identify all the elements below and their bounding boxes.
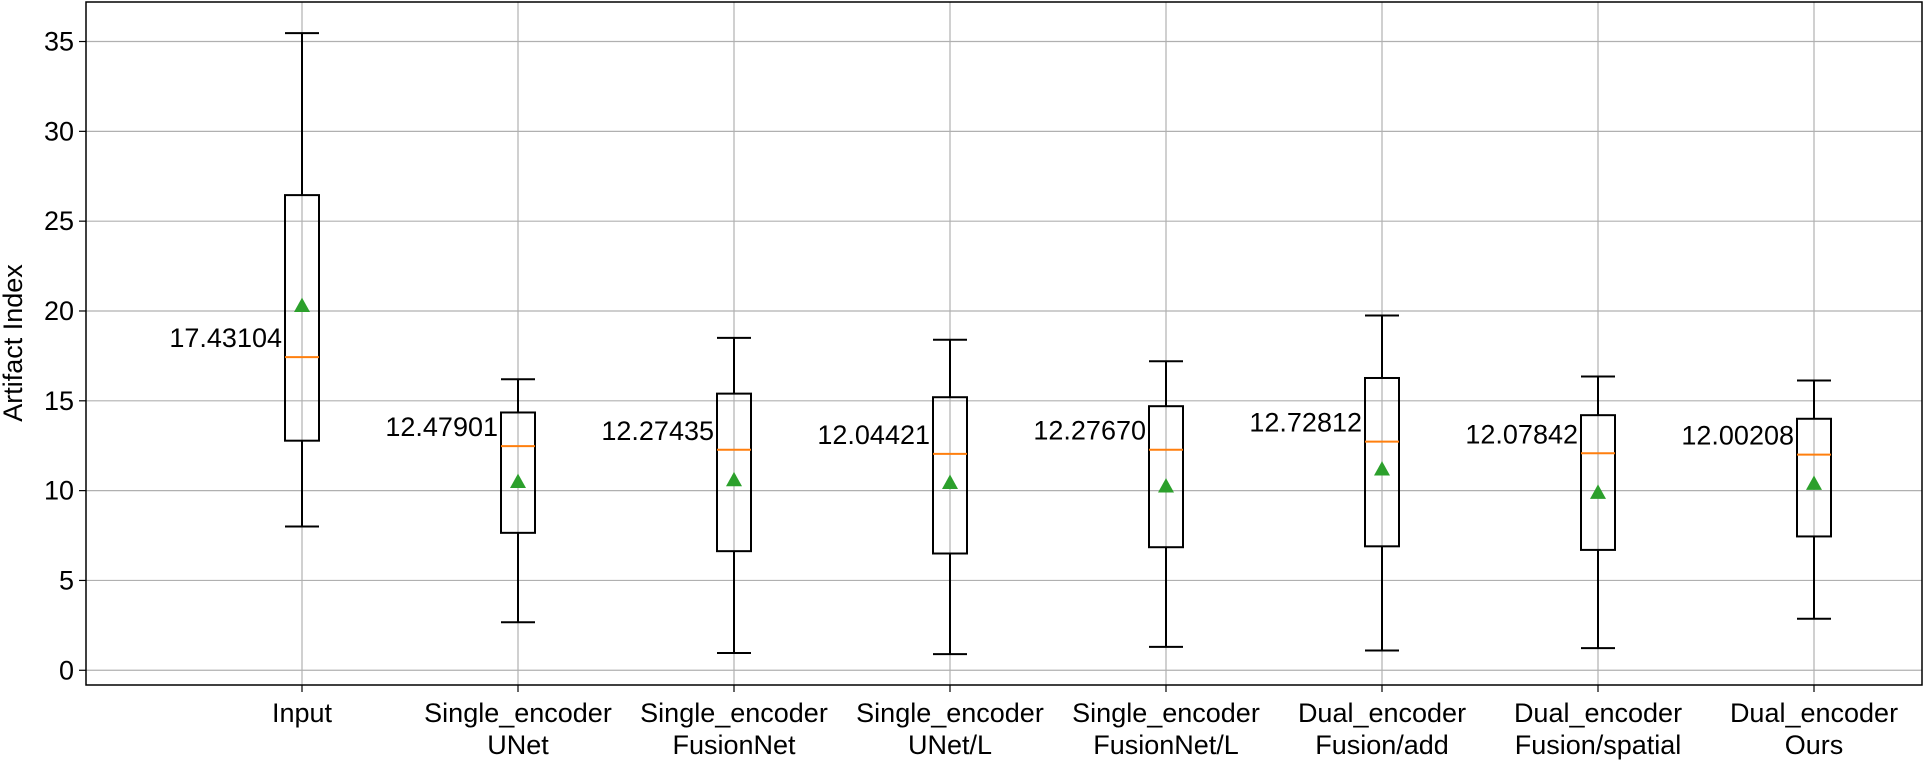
mean-marker	[1158, 478, 1174, 493]
x-tick-label: Dual_encoder	[1730, 698, 1898, 728]
box	[1364, 376, 1400, 548]
mean-marker	[1374, 461, 1390, 476]
box	[1796, 417, 1832, 538]
mean-marker	[1590, 484, 1606, 499]
x-tick-label: Dual_encoder	[1298, 698, 1466, 728]
x-tick-label: Fusion/spatial	[1515, 730, 1682, 760]
x-tick-label: Single_encoder	[424, 698, 612, 728]
x-tick-label: UNet/L	[908, 730, 992, 760]
x-tick-label: Dual_encoder	[1514, 698, 1682, 728]
plot-frame	[85, 1, 1923, 686]
box	[932, 396, 968, 555]
x-tick-label: Ours	[1785, 730, 1844, 760]
mean-marker	[294, 297, 310, 312]
x-tick-label: Single_encoder	[856, 698, 1044, 728]
median-label: 12.07842	[1465, 419, 1578, 449]
x-tick-label: FusionNet	[672, 730, 796, 760]
y-tick-label: 20	[44, 296, 74, 326]
x-tick-label: Single_encoder	[1072, 698, 1260, 728]
y-tick-label: 5	[59, 565, 74, 595]
median-label: 12.00208	[1681, 421, 1794, 451]
mean-marker	[726, 471, 742, 487]
box	[1580, 414, 1616, 551]
x-tick-label: UNet	[487, 730, 549, 760]
mean-marker	[942, 474, 958, 489]
y-tick-label: 0	[59, 655, 74, 685]
median-label: 12.27670	[1033, 416, 1146, 446]
mean-marker	[510, 473, 526, 489]
y-axis-label: Artifact Index	[0, 264, 28, 422]
median-label: 12.72812	[1249, 408, 1362, 438]
y-tick-label: 10	[44, 476, 74, 506]
median-label: 12.47901	[385, 412, 498, 442]
x-tick-label: FusionNet/L	[1093, 730, 1239, 760]
x-tick-label: Fusion/add	[1315, 730, 1449, 760]
mean-marker	[1806, 475, 1822, 490]
y-tick-label: 30	[44, 116, 74, 146]
y-tick-label: 15	[44, 386, 74, 416]
median-label: 17.43104	[169, 323, 282, 353]
box	[284, 194, 320, 442]
y-tick-label: 35	[44, 27, 74, 57]
y-tick-label: 25	[44, 206, 74, 236]
box	[716, 392, 752, 553]
median-label: 12.27435	[601, 416, 714, 446]
box	[1148, 405, 1184, 549]
median-label: 12.04421	[817, 420, 930, 450]
x-tick-label: Single_encoder	[640, 698, 828, 728]
x-tick-label: Input	[272, 698, 333, 728]
grid	[86, 2, 1922, 685]
box	[500, 411, 536, 534]
